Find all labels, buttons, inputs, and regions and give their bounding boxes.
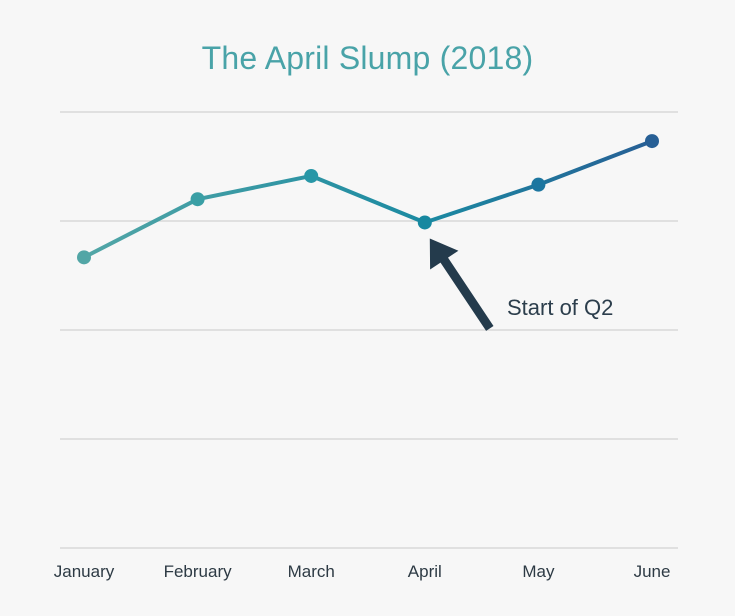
data-point-january [77, 250, 91, 265]
x-tick-label: April [408, 562, 442, 581]
x-axis-labels: January February March April May June [54, 562, 671, 581]
annotation: Start of Q2 [429, 238, 613, 331]
data-point-june [645, 134, 659, 149]
data-point-april [417, 215, 432, 230]
x-tick-label: June [634, 562, 671, 581]
gridlines [60, 111, 678, 549]
annotation-text: Start of Q2 [507, 295, 613, 320]
data-point-march [304, 168, 319, 183]
x-tick-label: January [54, 562, 115, 581]
series-line [82, 139, 654, 260]
x-tick-label: February [164, 562, 233, 581]
series-path [82, 139, 654, 260]
x-tick-label: May [522, 562, 555, 581]
x-tick-label: March [288, 562, 335, 581]
data-point-may [531, 177, 546, 192]
data-point-february [190, 192, 205, 207]
chart-title: The April Slump (2018) [201, 40, 534, 76]
annotation-arrow [429, 238, 494, 331]
data-points [77, 134, 659, 265]
